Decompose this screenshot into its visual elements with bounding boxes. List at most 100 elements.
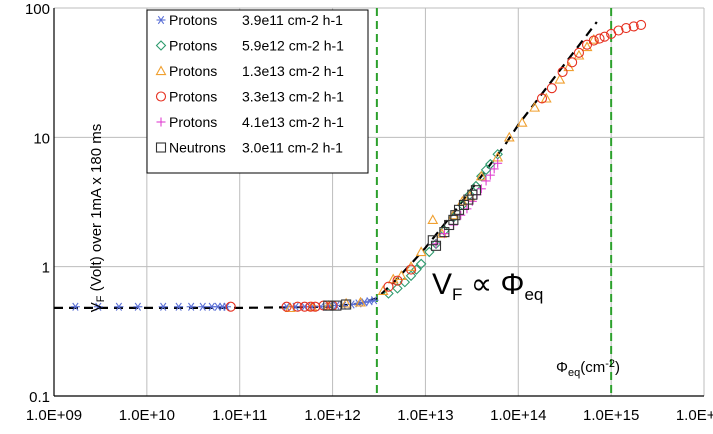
data-point (540, 92, 552, 103)
y-tick-labels: 0.1 1 10 100 (25, 1, 50, 406)
series-2 (284, 33, 600, 313)
data-point (186, 302, 196, 311)
legend: Protons 3.9e11 cm-2 h-1 Protons 5.9e12 cm-2… (146, 9, 369, 174)
legend-item: Protons 5.9e12 cm-2 h-1 (155, 38, 344, 54)
data-point (573, 47, 584, 58)
data-point (594, 33, 605, 44)
data-point (323, 300, 334, 311)
x-axis-annotation: Φeq(cm-2) (556, 358, 620, 379)
legend-marker (156, 117, 166, 127)
y-axis-label: VF (Volt) over 1mA x 180 ms (88, 124, 107, 312)
legend-marker (155, 91, 167, 102)
data-point (613, 25, 624, 36)
data-point (554, 73, 566, 84)
data-point (450, 210, 461, 221)
x-tick-labels: 1.0E+09 1.0E+10 1.0E+11 1.0E+12 1.0E+13 1.0E+… (26, 407, 713, 424)
data-point (431, 239, 441, 249)
data-point (485, 170, 495, 180)
x-tick-label: 1.0E+09 (26, 407, 82, 424)
data-point (423, 246, 435, 258)
data-point (198, 302, 208, 311)
data-point (114, 302, 124, 311)
data-point (322, 299, 334, 310)
x-tick-label: 1.0E+16 (676, 407, 713, 424)
x-tick-label: 1.0E+13 (397, 407, 453, 424)
data-point (70, 302, 80, 311)
y-axis-label-rest: (Volt) over 1mA x 180 ms (88, 124, 105, 296)
legend-name: Protons (169, 63, 217, 79)
legend-name: Neutrons (169, 140, 226, 156)
legend-name: Protons (169, 12, 217, 28)
data-point (355, 296, 366, 307)
x-ann-rest: (cm (580, 359, 605, 376)
vertical-marker-lines (375, 8, 613, 396)
x-ann-main: Φ (556, 359, 568, 376)
x-tick-label: 1.0E+11 (212, 407, 267, 424)
data-point (338, 301, 348, 310)
data-point (405, 261, 417, 271)
data-point (621, 22, 632, 34)
legend-item: Protons 4.1e13 cm-2 h-1 (156, 114, 344, 130)
data-point (557, 66, 568, 78)
legend-item: Protons 3.3e13 cm-2 h-1 (155, 89, 344, 105)
legend-item: Neutrons 3.0e11 cm-2 h-1 (155, 140, 343, 156)
data-point (341, 299, 352, 310)
data-point (415, 258, 427, 270)
x-tick-label: 1.0E+12 (304, 407, 360, 424)
data-point (411, 264, 422, 275)
data-point (476, 170, 487, 182)
legend-items: Protons 3.9e11 cm-2 h-1 Protons 5.9e12 cm-2… (155, 12, 344, 156)
data-point (529, 101, 541, 112)
data-point (581, 41, 593, 52)
data-point (405, 270, 417, 282)
data-point (567, 57, 578, 68)
legend-rate: 5.9e12 cm-2 h-1 (242, 38, 344, 54)
formula-v-sub: F (452, 285, 462, 304)
data-point (480, 164, 492, 176)
data-point (493, 158, 503, 168)
formula-phi-sub: eq (524, 285, 543, 304)
x-tick-label: 1.0E+10 (119, 407, 175, 424)
data-point (405, 264, 417, 275)
legend-rate: 1.3e13 cm-2 h-1 (242, 63, 344, 79)
data-point (383, 281, 394, 292)
legend-marker (156, 15, 166, 25)
data-point (292, 301, 303, 312)
y-axis-label-sub: F (95, 295, 107, 302)
data-point (299, 301, 310, 312)
data-point (516, 116, 528, 127)
legend-item: Protons 3.9e11 cm-2 h-1 (156, 12, 343, 28)
data-point (305, 301, 316, 312)
data-point (392, 283, 403, 294)
data-point (503, 131, 515, 142)
data-point (430, 240, 442, 251)
data-point (369, 296, 379, 305)
series-5 (323, 185, 481, 311)
data-point (133, 302, 143, 311)
legend-marker (155, 40, 167, 51)
data-point (415, 246, 427, 257)
data-point (481, 176, 491, 186)
data-point (492, 148, 503, 160)
x-ann-sub: eq (568, 367, 580, 379)
data-point (340, 297, 352, 308)
legend-marker (155, 142, 167, 153)
legend-rate: 3.9e11 cm-2 h-1 (242, 12, 343, 28)
data-point (282, 302, 292, 311)
legend-item: Protons 1.3e13 cm-2 h-1 (155, 63, 344, 79)
data-point (281, 301, 292, 312)
data-point (284, 302, 296, 313)
data-point (427, 235, 438, 246)
data-point (546, 83, 557, 94)
x-ann-sup: -2 (605, 358, 615, 370)
y-tick-label: 1 (42, 260, 50, 277)
y-axis-label-main: V (88, 302, 105, 312)
data-point (628, 21, 639, 32)
x-ann-end: ) (615, 359, 620, 376)
data-point (470, 185, 481, 196)
y-tick-label: 100 (25, 1, 50, 18)
data-point (158, 302, 168, 311)
legend-name: Protons (169, 114, 217, 130)
data-point (392, 275, 403, 286)
